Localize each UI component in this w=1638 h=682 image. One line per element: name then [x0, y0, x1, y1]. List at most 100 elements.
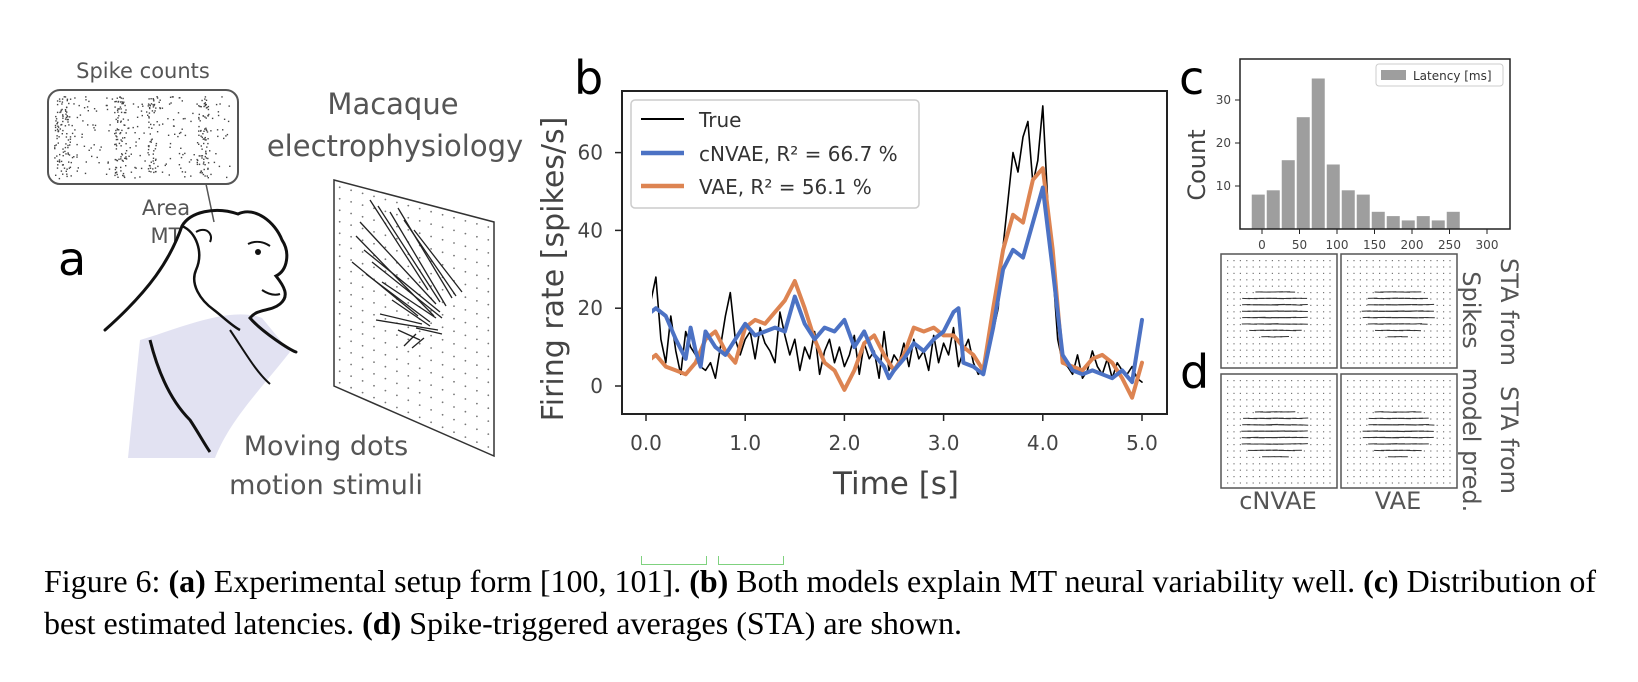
raster-spike [58, 136, 60, 138]
raster-spike [57, 164, 59, 166]
sta-vector [1411, 392, 1413, 394]
sta-vector [1323, 324, 1325, 326]
sta-vector [1323, 356, 1325, 358]
raster-spike [66, 115, 68, 117]
x-tick-label: 5.0 [1126, 431, 1158, 455]
raster-spike [120, 111, 123, 114]
sta-vector [1259, 343, 1261, 345]
caption-b-text: Both models explain MT neural variabilit… [728, 563, 1364, 599]
sta-vector [1379, 405, 1381, 407]
sta-vector [1359, 399, 1361, 401]
raster-spike [114, 143, 116, 146]
sta-vector [1359, 463, 1361, 465]
raster-spike [221, 96, 223, 98]
c-y-tick-label: 30 [1216, 93, 1231, 107]
sta-vector [1316, 424, 1318, 426]
sta-vector [1227, 412, 1229, 414]
raster-spike [81, 136, 83, 138]
raster-spike [60, 170, 63, 172]
raster-spike [114, 172, 117, 174]
raster-spike [61, 101, 64, 103]
sta-vector [1310, 437, 1312, 439]
sta-vector [1347, 469, 1349, 471]
sta-vector [1227, 469, 1229, 471]
sta-vector [1291, 380, 1293, 382]
sta-col-cnvae: cNVAE [1239, 487, 1317, 515]
raster-spike [202, 173, 205, 176]
sta-vector [1404, 349, 1406, 351]
raster-spike [120, 108, 122, 110]
raster-spike [79, 114, 82, 116]
sta-vector [1347, 456, 1349, 458]
sta-vector [1430, 476, 1432, 478]
sta-vector [1323, 450, 1325, 452]
sta-vector [1233, 456, 1235, 458]
sta-vector [1246, 392, 1248, 394]
raster-spike [67, 144, 69, 147]
sta-vector [1316, 304, 1318, 306]
citation-link-101[interactable] [718, 556, 784, 565]
sta-vector [1366, 444, 1368, 446]
sta-vector [1303, 279, 1305, 281]
sta-vector [1252, 405, 1254, 407]
sta-vector [1303, 266, 1305, 268]
raster-spike [154, 148, 157, 150]
raster-spike [64, 118, 67, 120]
sta-vector [1366, 343, 1368, 345]
sta-vector [1316, 399, 1318, 401]
raster-spike [121, 140, 123, 142]
raster-spike [115, 118, 117, 121]
sta-vector [1404, 482, 1406, 484]
raster-spike [148, 170, 150, 172]
sta-vector [1271, 469, 1273, 471]
sta-vector [1347, 285, 1349, 287]
raster-spike [156, 121, 158, 123]
citation-link-100[interactable] [641, 556, 707, 565]
sta-vector [1239, 272, 1241, 274]
raster-spike [206, 106, 208, 109]
raster-spike [83, 107, 86, 109]
sta-vector [1227, 266, 1229, 268]
stimulus-dots [338, 186, 490, 448]
raster-spike [57, 125, 59, 127]
raster-spike [114, 168, 117, 171]
sta-vector [1291, 266, 1293, 268]
sta-vector [1233, 418, 1235, 420]
sta-vector [1233, 304, 1235, 306]
raster-spike [152, 104, 154, 106]
sta-vector [1391, 349, 1393, 351]
series-cnvae-line [652, 185, 1144, 385]
raster-spike [65, 136, 68, 138]
stimulus-dot [361, 309, 364, 312]
sta-vector [1239, 330, 1241, 332]
stimulus-dot [384, 258, 387, 261]
raster-spike [135, 141, 137, 143]
sta-vector [1347, 380, 1349, 382]
stimulus-dot [476, 402, 478, 405]
sta-vector [1436, 392, 1438, 394]
sta-vector [1246, 412, 1248, 414]
raster-spike [150, 98, 152, 100]
raster-spike [207, 162, 210, 164]
raster-spike [211, 117, 214, 120]
sta-vector [1391, 279, 1393, 281]
sta-vector [1227, 356, 1229, 358]
raster-spike [141, 103, 143, 105]
raster-spike [201, 157, 203, 159]
panel-b-ylabel: Firing rate [spikes/s] [536, 117, 571, 422]
sta-vector [1366, 336, 1368, 338]
raster-spike [159, 99, 161, 101]
sta-vector [1233, 424, 1235, 426]
raster-spike [202, 115, 205, 117]
sta-vector [1239, 450, 1241, 452]
raster-spike [201, 99, 203, 102]
sta-vector [1284, 356, 1286, 358]
sta-vector [1271, 272, 1273, 274]
sta-vector [1329, 469, 1331, 471]
stimulus-dot [464, 410, 467, 413]
sta-vector [1316, 272, 1318, 274]
raster-spike [66, 98, 69, 100]
sta-vector [1353, 311, 1355, 313]
sta-vector [1291, 386, 1293, 388]
sta-vector [1265, 482, 1267, 484]
